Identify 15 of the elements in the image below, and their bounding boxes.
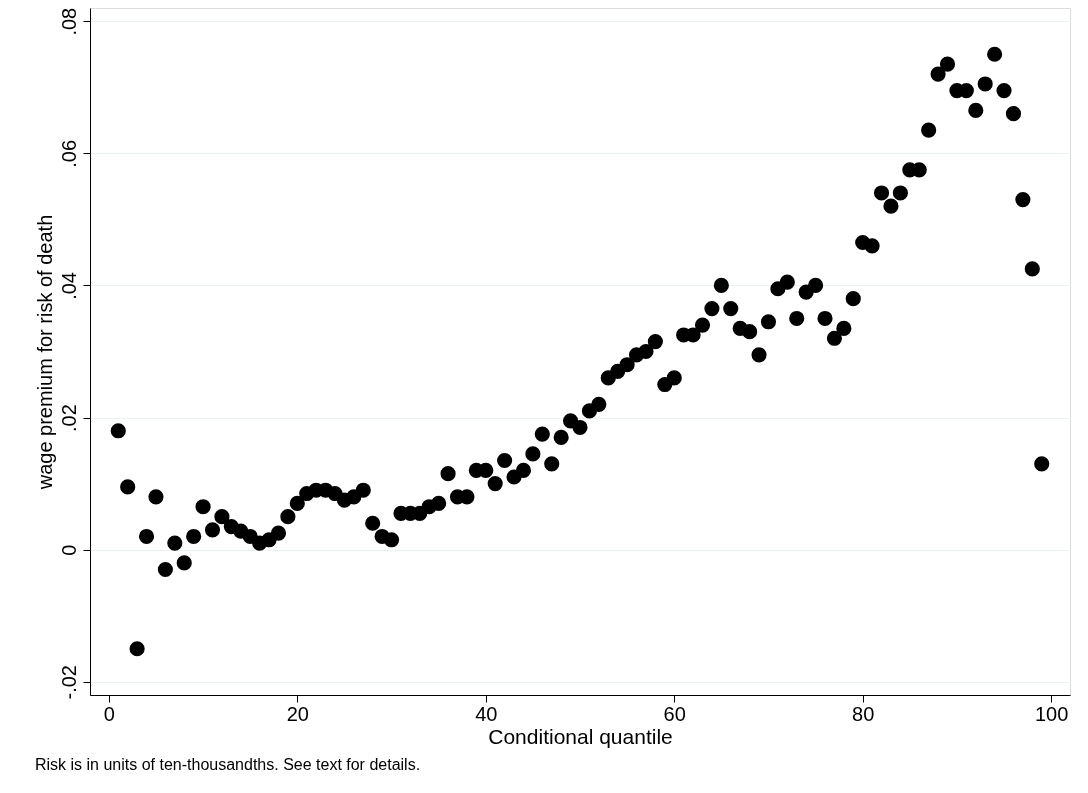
x-tick-label: 40 — [475, 702, 498, 725]
y-tick-label: .04 — [57, 272, 80, 300]
text: Risk is in units of ten-thousandths. See text for details. — [35, 756, 421, 773]
y-tick-label: 0 — [57, 544, 80, 556]
x-tick-label: 0 — [103, 702, 115, 725]
y-tick-label: .08 — [57, 7, 80, 36]
y-tick-label: .02 — [57, 404, 80, 432]
y-axis-title: wage premium for risk of death — [33, 214, 56, 491]
x-tick-label: 80 — [852, 702, 875, 725]
x-axis-title: Conditional quantile — [488, 724, 673, 748]
y-tick-label: -.02 — [57, 665, 80, 700]
y-tick-label: .06 — [57, 139, 80, 168]
x-tick-label: 100 — [1034, 702, 1069, 725]
x-tick-label: 60 — [663, 702, 686, 725]
x-tick-label: 20 — [286, 702, 309, 725]
